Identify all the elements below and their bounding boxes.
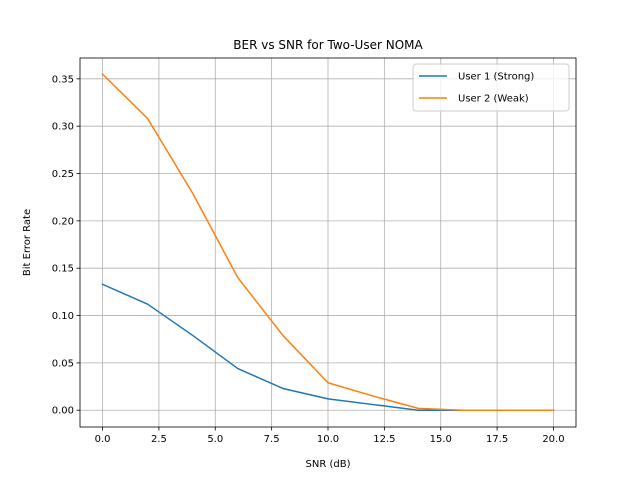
y-tick-label: 0.05 [52,358,74,369]
y-tick-label: 0.10 [52,311,74,322]
x-tick-label: 5.0 [207,434,223,445]
x-tick-label: 15.0 [430,434,452,445]
y-axis-title: Bit Error Rate [22,209,33,276]
y-tick-label: 0.20 [52,216,74,227]
y-tick-label: 0.35 [52,74,74,85]
series-line-2 [101,73,555,411]
x-tick-label: 17.5 [486,434,508,445]
legend-box [412,63,570,112]
y-tick-label: 0.30 [52,122,74,133]
x-tick-label: 2.5 [151,434,167,445]
x-tick-label: 12.5 [373,434,395,445]
x-tick-label: 10.0 [317,434,339,445]
chart-title: BER vs SNR for Two-User NOMA [233,38,423,52]
y-tick-label: 0.00 [52,406,74,417]
legend-label-1: User 1 (Strong) [458,72,534,83]
series-lines [101,73,555,411]
x-tick-label: 7.5 [264,434,280,445]
legend-label-2: User 2 (Weak) [458,94,529,105]
y-tick-label: 0.15 [52,264,74,275]
x-axis-title: SNR (dB) [306,459,351,470]
x-tick-label: 0.0 [95,434,111,445]
y-axis-ticks: 0.00 0.05 0.10 0.15 0.20 0.25 0.30 0.35 [52,74,80,417]
x-tick-label: 20.0 [542,434,564,445]
legend: User 1 (Strong) User 2 (Weak) [412,63,570,112]
y-tick-label: 0.25 [52,169,74,180]
x-axis-ticks: 0.0 2.5 5.0 7.5 10.0 12.5 15.0 17.5 20.0 [95,427,565,445]
